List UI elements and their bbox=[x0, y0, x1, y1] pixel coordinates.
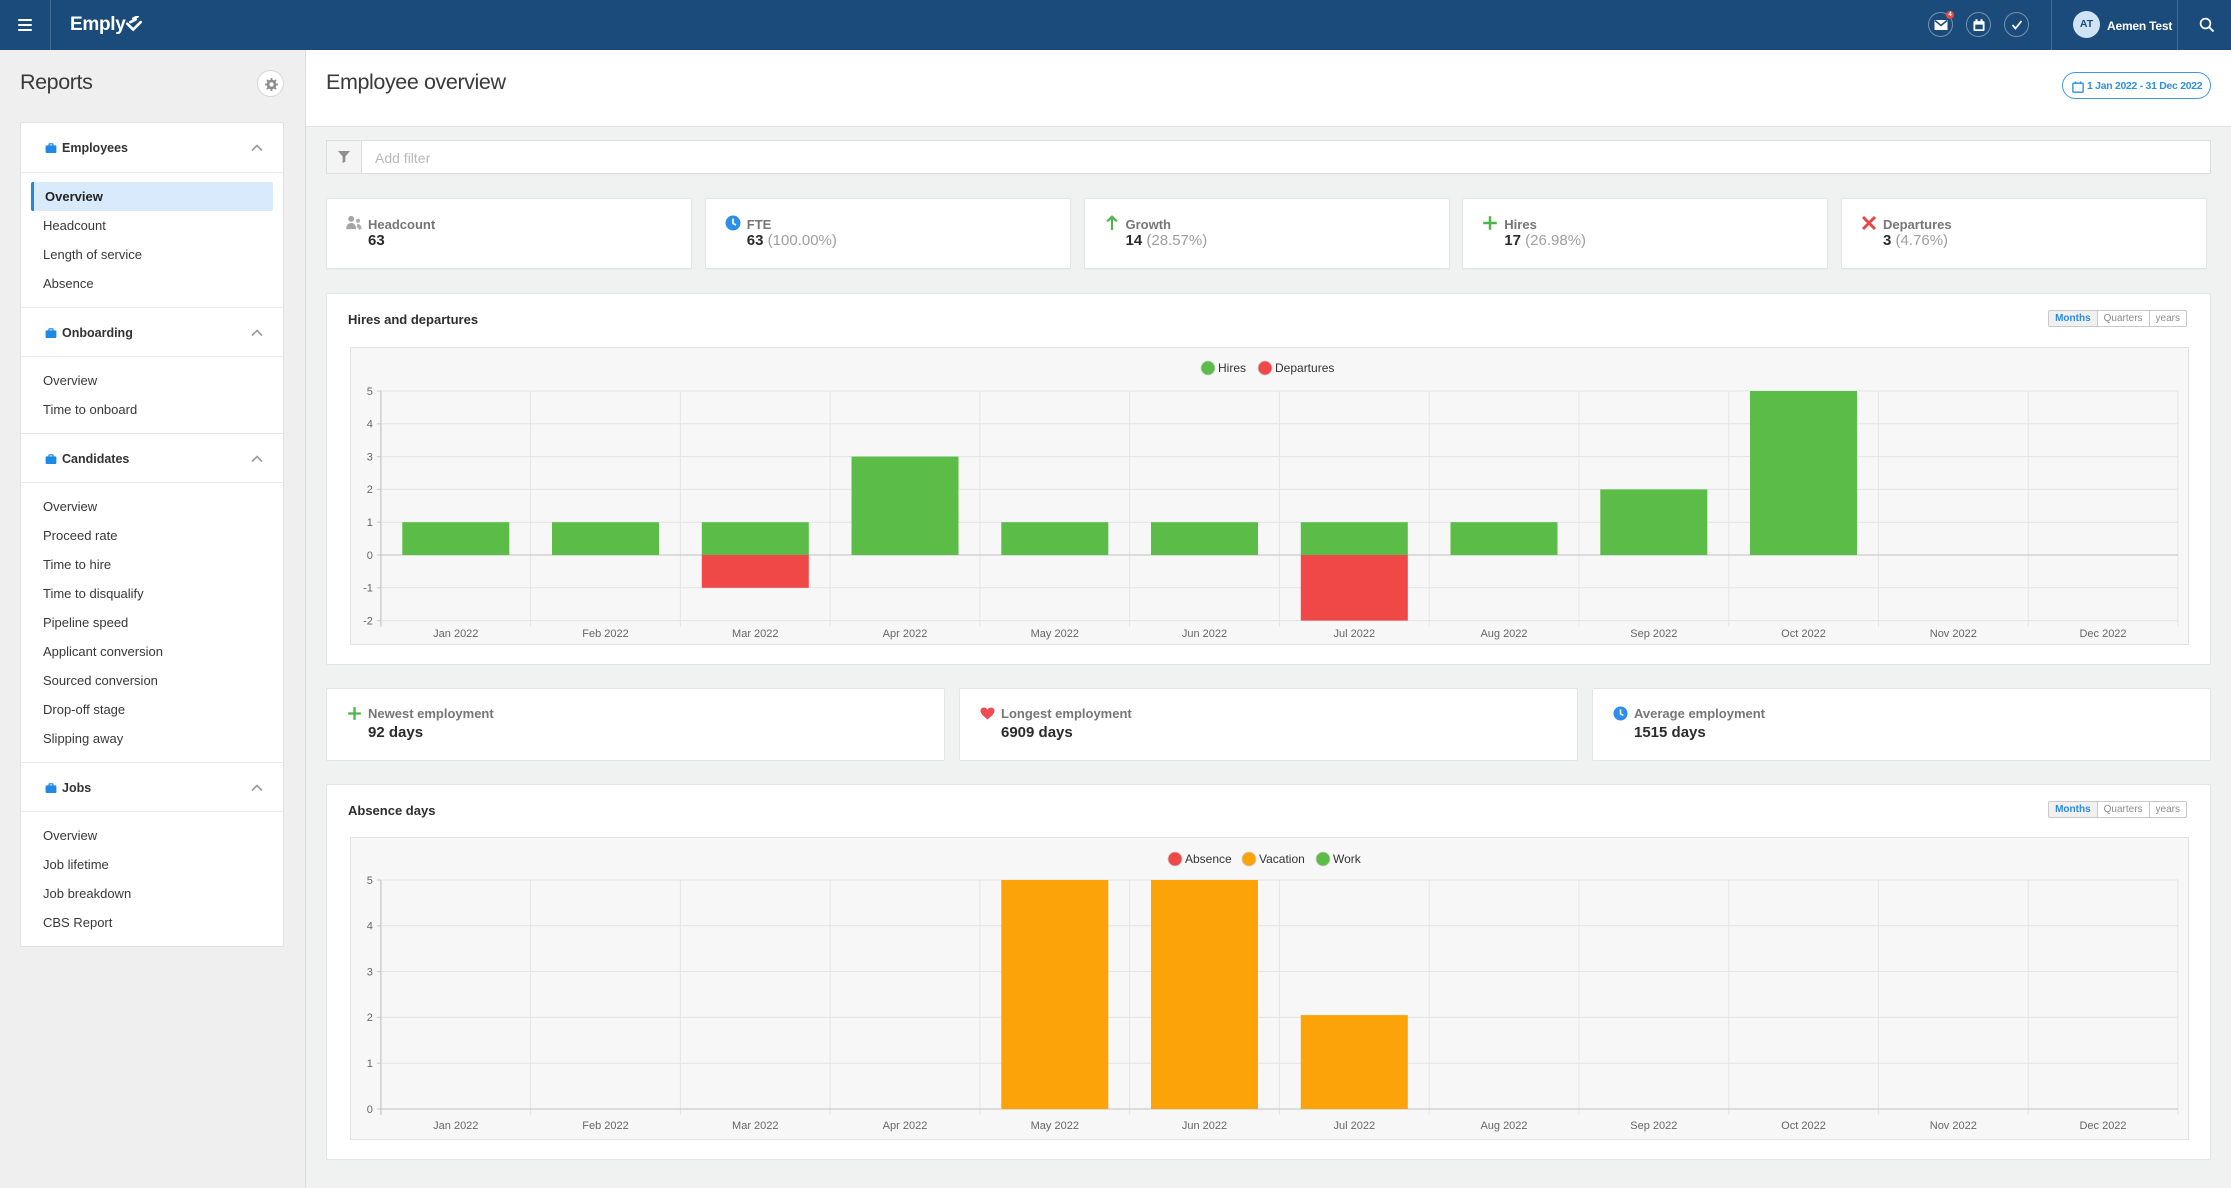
svg-text:Feb 2022: Feb 2022 bbox=[582, 1120, 628, 1132]
svg-text:Jan 2022: Jan 2022 bbox=[433, 1120, 478, 1132]
svg-text:Oct 2022: Oct 2022 bbox=[1781, 628, 1826, 640]
svg-text:Apr 2022: Apr 2022 bbox=[883, 628, 928, 640]
svg-text:Absence: Absence bbox=[1185, 852, 1232, 866]
svg-text:Jan 2022: Jan 2022 bbox=[433, 628, 478, 640]
svg-text:Mar 2022: Mar 2022 bbox=[732, 628, 778, 640]
svg-text:Jul 2022: Jul 2022 bbox=[1334, 628, 1376, 640]
svg-text:4: 4 bbox=[367, 921, 373, 933]
svg-text:Nov 2022: Nov 2022 bbox=[1930, 1120, 1977, 1132]
svg-text:Feb 2022: Feb 2022 bbox=[582, 628, 628, 640]
svg-text:3: 3 bbox=[367, 451, 373, 463]
svg-text:Nov 2022: Nov 2022 bbox=[1930, 628, 1977, 640]
svg-text:-1: -1 bbox=[363, 583, 373, 595]
svg-text:2: 2 bbox=[367, 1012, 373, 1024]
svg-text:0: 0 bbox=[367, 1104, 373, 1116]
svg-text:Sep 2022: Sep 2022 bbox=[1630, 1120, 1677, 1132]
svg-text:5: 5 bbox=[367, 875, 373, 887]
svg-text:May 2022: May 2022 bbox=[1031, 628, 1079, 640]
svg-text:Hires: Hires bbox=[1218, 361, 1246, 375]
svg-text:Jun 2022: Jun 2022 bbox=[1182, 628, 1227, 640]
svg-text:Mar 2022: Mar 2022 bbox=[732, 1120, 778, 1132]
svg-text:Apr 2022: Apr 2022 bbox=[883, 1120, 928, 1132]
svg-text:Aug 2022: Aug 2022 bbox=[1480, 628, 1527, 640]
svg-text:Work: Work bbox=[1333, 852, 1362, 866]
svg-text:Vacation: Vacation bbox=[1259, 852, 1305, 866]
svg-text:0: 0 bbox=[367, 550, 373, 562]
svg-text:Aug 2022: Aug 2022 bbox=[1480, 1120, 1527, 1132]
svg-text:-2: -2 bbox=[363, 615, 373, 627]
svg-text:Dec 2022: Dec 2022 bbox=[2079, 628, 2126, 640]
svg-text:Jun 2022: Jun 2022 bbox=[1182, 1120, 1227, 1132]
svg-text:4: 4 bbox=[367, 419, 373, 431]
svg-text:2: 2 bbox=[367, 484, 373, 496]
svg-text:3: 3 bbox=[367, 966, 373, 978]
svg-text:1: 1 bbox=[367, 1058, 373, 1070]
svg-text:1: 1 bbox=[367, 517, 373, 529]
svg-text:Sep 2022: Sep 2022 bbox=[1630, 628, 1677, 640]
svg-text:Oct 2022: Oct 2022 bbox=[1781, 1120, 1826, 1132]
svg-text:Jul 2022: Jul 2022 bbox=[1334, 1120, 1376, 1132]
svg-text:Departures: Departures bbox=[1275, 361, 1334, 375]
svg-text:Dec 2022: Dec 2022 bbox=[2079, 1120, 2126, 1132]
svg-text:May 2022: May 2022 bbox=[1031, 1120, 1079, 1132]
svg-text:5: 5 bbox=[367, 386, 373, 398]
